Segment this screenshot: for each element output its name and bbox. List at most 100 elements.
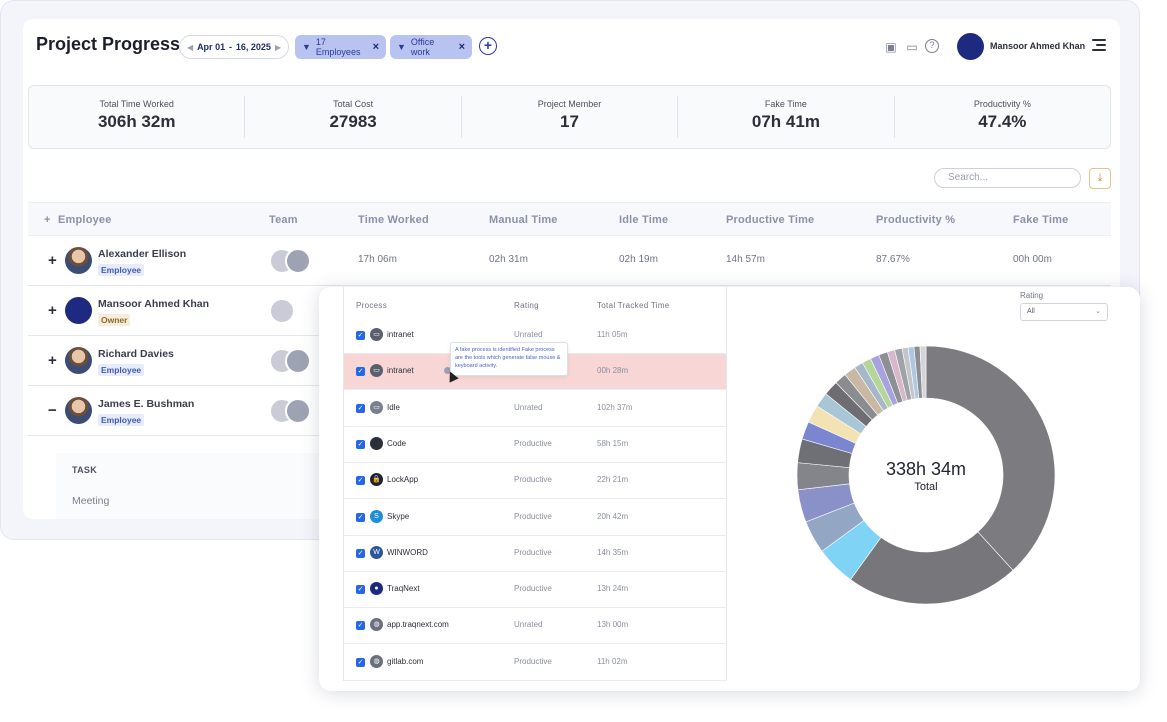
stat-productivity: Productivity % 47.4% bbox=[895, 96, 1110, 138]
code-icon bbox=[370, 436, 383, 450]
chevron-left-icon[interactable]: ◀ bbox=[187, 42, 194, 52]
th-process[interactable]: Process bbox=[356, 301, 387, 310]
stat-value: 306h 32m bbox=[97, 112, 176, 131]
process-rating: Unrated bbox=[514, 330, 543, 339]
th-total-tracked[interactable]: Total Tracked Time bbox=[597, 301, 670, 310]
process-rating: Productive bbox=[514, 656, 552, 666]
checkbox[interactable]: ✓ bbox=[356, 657, 365, 667]
help-icon[interactable]: ? bbox=[925, 39, 939, 53]
employee-name[interactable]: Richard Davies bbox=[98, 348, 174, 360]
th-fake-time[interactable]: Fake Time bbox=[1013, 214, 1069, 226]
rating-filter-select[interactable]: All ⌄ bbox=[1020, 303, 1108, 321]
process-row[interactable]: ✓ ◍ gitlab.com Productive 11h 02m bbox=[344, 645, 726, 681]
th-rating[interactable]: Rating bbox=[514, 301, 539, 310]
process-name: Skype bbox=[387, 511, 410, 521]
table-row[interactable]: + Alexander Ellison Employee 17h 06m 02h… bbox=[28, 236, 1111, 286]
monitor-icon: ▭ bbox=[370, 328, 383, 341]
donut-slice[interactable] bbox=[925, 345, 1056, 571]
process-row[interactable]: ✓ 🔒 LockApp Productive 22h 21m bbox=[344, 463, 726, 500]
stat-label: Total Cost bbox=[333, 99, 374, 109]
process-time: 20h 42m bbox=[597, 511, 629, 521]
process-rating: Productive bbox=[514, 511, 552, 521]
manual-time: 02h 31m bbox=[489, 254, 528, 265]
close-icon[interactable]: × bbox=[458, 41, 465, 53]
productivity: 87.67% bbox=[876, 254, 910, 265]
notifications-icon[interactable]: ▣ bbox=[885, 40, 897, 54]
th-employee[interactable]: Employee bbox=[58, 214, 112, 226]
process-row[interactable]: ✓ ▭ Idle Unrated 102h 37m bbox=[344, 391, 726, 427]
chat-icon[interactable]: ▭ bbox=[906, 40, 918, 54]
laptop-icon: ▭ bbox=[370, 400, 383, 414]
process-row[interactable]: ✓ Code Productive 58h 15m bbox=[344, 427, 726, 463]
th-productive-time[interactable]: Productive Time bbox=[726, 214, 815, 226]
info-icon[interactable] bbox=[444, 367, 451, 375]
employee-name[interactable]: James E. Bushman bbox=[98, 398, 195, 410]
th-idle-time[interactable]: Idle Time bbox=[619, 214, 669, 226]
fake-time: 00h 00m bbox=[1013, 254, 1052, 265]
process-row[interactable]: ✓ S Skype Productive 20h 42m bbox=[344, 500, 726, 536]
process-rating: Productive bbox=[514, 438, 552, 448]
table-header: + Employee Team Time Worked Manual Time … bbox=[28, 202, 1111, 236]
stat-label: Project Member bbox=[537, 99, 602, 109]
process-time: 11h 02m bbox=[597, 656, 628, 666]
donut-total-value: 338h 34m bbox=[885, 459, 967, 479]
employee-name[interactable]: Mansoor Ahmed Khan bbox=[98, 298, 210, 310]
page-title: Project Progress bbox=[36, 34, 181, 54]
role-badge: Employee bbox=[98, 364, 145, 376]
date-sep: - bbox=[228, 42, 232, 52]
caret-down-icon: ▼ bbox=[397, 42, 406, 52]
filter-chip-employees[interactable]: ▼ 17 Employees × bbox=[295, 35, 386, 59]
add-filter-button[interactable]: + bbox=[479, 37, 497, 55]
process-time: 14h 35m bbox=[597, 547, 629, 557]
search-input[interactable]: Search... bbox=[934, 168, 1081, 188]
checkbox[interactable]: ✓ bbox=[356, 512, 365, 522]
close-icon[interactable]: × bbox=[372, 41, 379, 53]
avatar bbox=[65, 397, 92, 424]
process-name: app.traqnext.com bbox=[387, 620, 449, 630]
process-time: 13h 00m bbox=[597, 620, 629, 630]
checkbox[interactable]: ✓ bbox=[356, 476, 365, 486]
avatar bbox=[65, 297, 92, 324]
process-row[interactable]: ✓ ◍ app.traqnext.com Unrated 13h 00m bbox=[344, 608, 726, 645]
checkbox[interactable]: ✓ bbox=[356, 439, 365, 449]
process-donut-chart bbox=[796, 345, 1056, 605]
th-manual-time[interactable]: Manual Time bbox=[489, 214, 558, 226]
menu-icon[interactable] bbox=[1092, 39, 1106, 51]
checkbox[interactable]: ✓ bbox=[356, 331, 365, 340]
avatar[interactable] bbox=[957, 33, 984, 60]
th-team[interactable]: Team bbox=[269, 214, 298, 226]
add-column-icon[interactable]: + bbox=[44, 214, 51, 226]
process-name: LockApp bbox=[387, 475, 419, 485]
checkbox[interactable]: ✓ bbox=[356, 548, 365, 558]
process-name: WINWORD bbox=[387, 547, 428, 557]
expand-toggle[interactable]: + bbox=[48, 352, 57, 369]
traqnext-icon: ● bbox=[370, 582, 383, 596]
productive-time: 14h 57m bbox=[726, 254, 765, 265]
date-end: 16, 2025 bbox=[235, 42, 271, 52]
checkbox[interactable]: ✓ bbox=[356, 585, 365, 595]
process-rating: Productive bbox=[514, 584, 552, 594]
checkbox[interactable]: ✓ bbox=[356, 367, 365, 377]
donut-slice[interactable] bbox=[919, 345, 927, 399]
chevron-right-icon[interactable]: ▶ bbox=[274, 42, 281, 52]
checkbox[interactable]: ✓ bbox=[356, 621, 365, 631]
process-name: Idle bbox=[387, 402, 400, 412]
globe-icon: ◍ bbox=[370, 618, 383, 632]
download-icon[interactable]: ⤓ bbox=[1089, 168, 1111, 189]
th-productivity[interactable]: Productivity % bbox=[876, 214, 956, 226]
th-time-worked[interactable]: Time Worked bbox=[358, 214, 429, 226]
expand-toggle[interactable]: + bbox=[48, 252, 57, 269]
process-row[interactable]: ✓ ● TraqNext Productive 13h 24m bbox=[344, 572, 726, 609]
process-rating: Unrated bbox=[514, 402, 543, 412]
stat-total-time: Total Time Worked 306h 32m bbox=[29, 96, 246, 138]
process-time: 102h 37m bbox=[597, 402, 633, 412]
chevron-down-icon: ⌄ bbox=[1095, 308, 1101, 315]
process-row[interactable]: ✓ W WINWORD Productive 14h 35m bbox=[344, 536, 726, 572]
user-name[interactable]: Mansoor Ahmed Khan bbox=[990, 41, 1086, 51]
collapse-toggle[interactable]: − bbox=[48, 402, 57, 419]
date-range-picker[interactable]: ◀ Apr 01 - 16, 2025 ▶ bbox=[179, 35, 289, 59]
expand-toggle[interactable]: + bbox=[48, 302, 57, 319]
employee-name[interactable]: Alexander Ellison bbox=[98, 248, 187, 260]
filter-chip-office-work[interactable]: ▼ Office work × bbox=[390, 35, 472, 59]
checkbox[interactable]: ✓ bbox=[356, 403, 365, 413]
